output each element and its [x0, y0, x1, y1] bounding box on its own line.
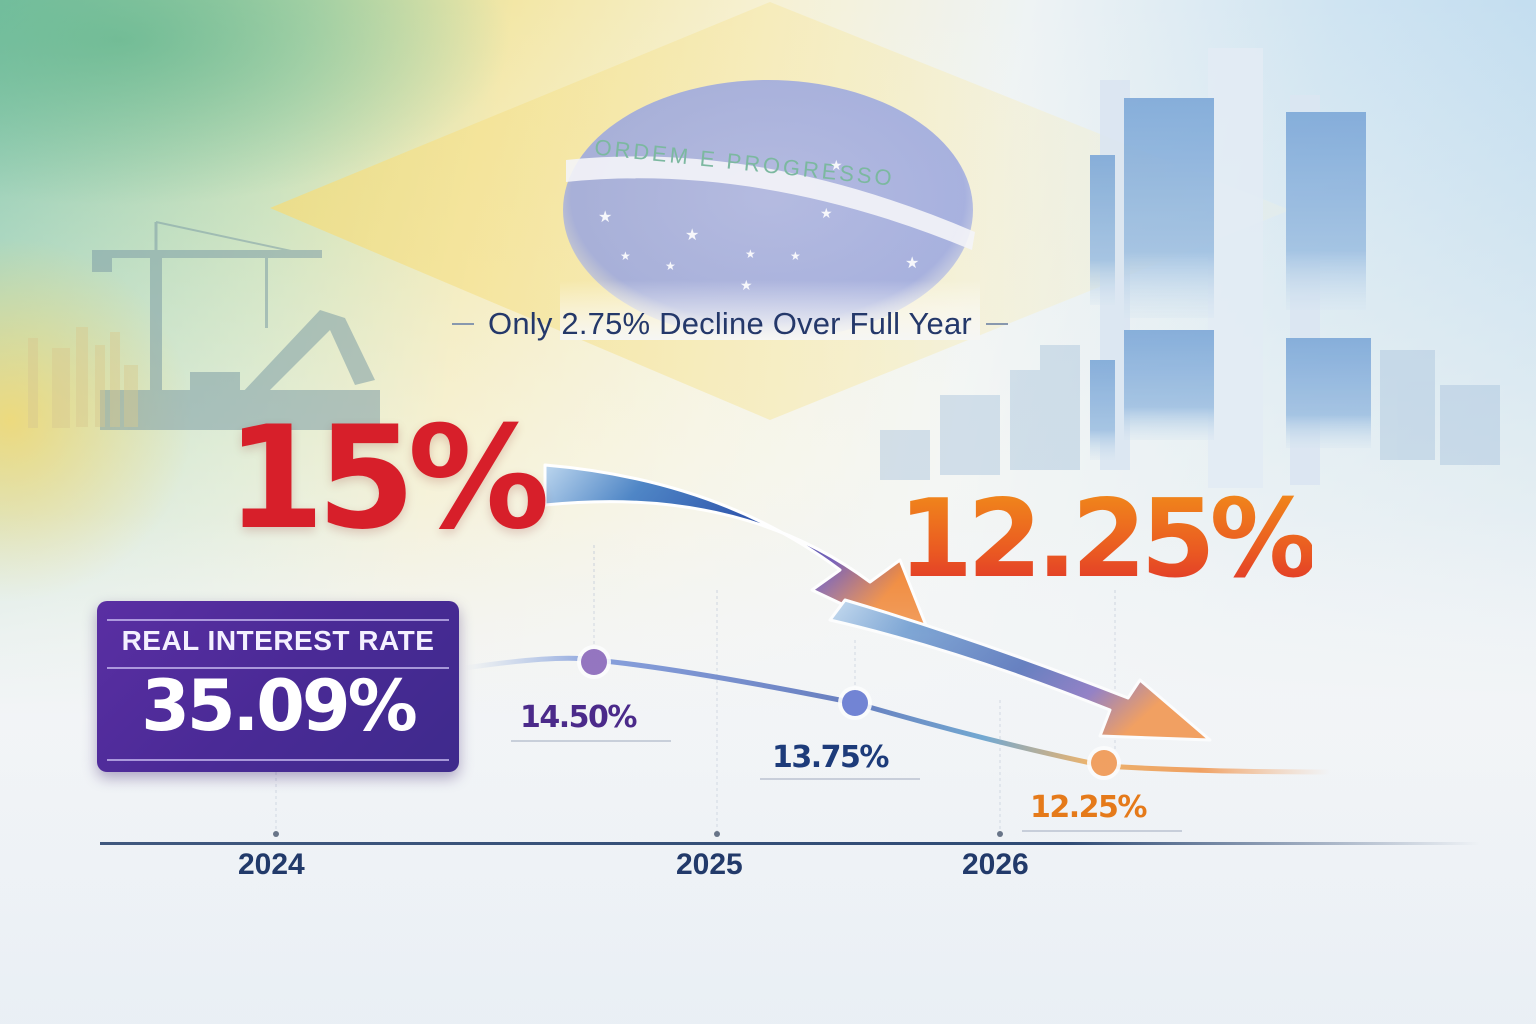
headline-text: Only 2.75% Decline Over Full Year	[488, 306, 972, 341]
trend-arrow	[543, 463, 1212, 742]
card-rule-bottom	[107, 759, 449, 761]
card-label: REAL INTEREST RATE	[121, 625, 435, 656]
card-rule-top	[107, 619, 449, 621]
building-illustration	[1090, 48, 1371, 488]
card-value: 35.09%	[141, 665, 418, 747]
real-interest-rate-card: REAL INTEREST RATE 35.09%	[97, 601, 459, 772]
x-axis	[100, 842, 1480, 845]
svg-text:★: ★	[830, 158, 843, 174]
start-rate-value: 15%	[226, 396, 550, 561]
end-rate-value: 12.25%	[898, 477, 1318, 602]
point-label-2: 13.75%	[772, 740, 889, 775]
point-label-1: 14.50%	[520, 700, 637, 735]
headline-dash-left	[452, 323, 475, 325]
year-label-2025: 2025	[676, 848, 743, 881]
headline-dash-right	[985, 323, 1008, 325]
point-underline-3	[1022, 830, 1182, 832]
card-rule-middle	[107, 667, 449, 669]
headline: Only 2.75% Decline Over Full Year	[410, 296, 1050, 352]
point-underline-2	[760, 778, 920, 780]
data-points	[577, 645, 1121, 780]
point-label-3: 12.25%	[1030, 790, 1147, 825]
construction-illustration	[92, 221, 380, 430]
point-underline-1	[511, 740, 671, 742]
year-label-2026: 2026	[962, 848, 1029, 881]
year-label-2024: 2024	[238, 848, 305, 881]
